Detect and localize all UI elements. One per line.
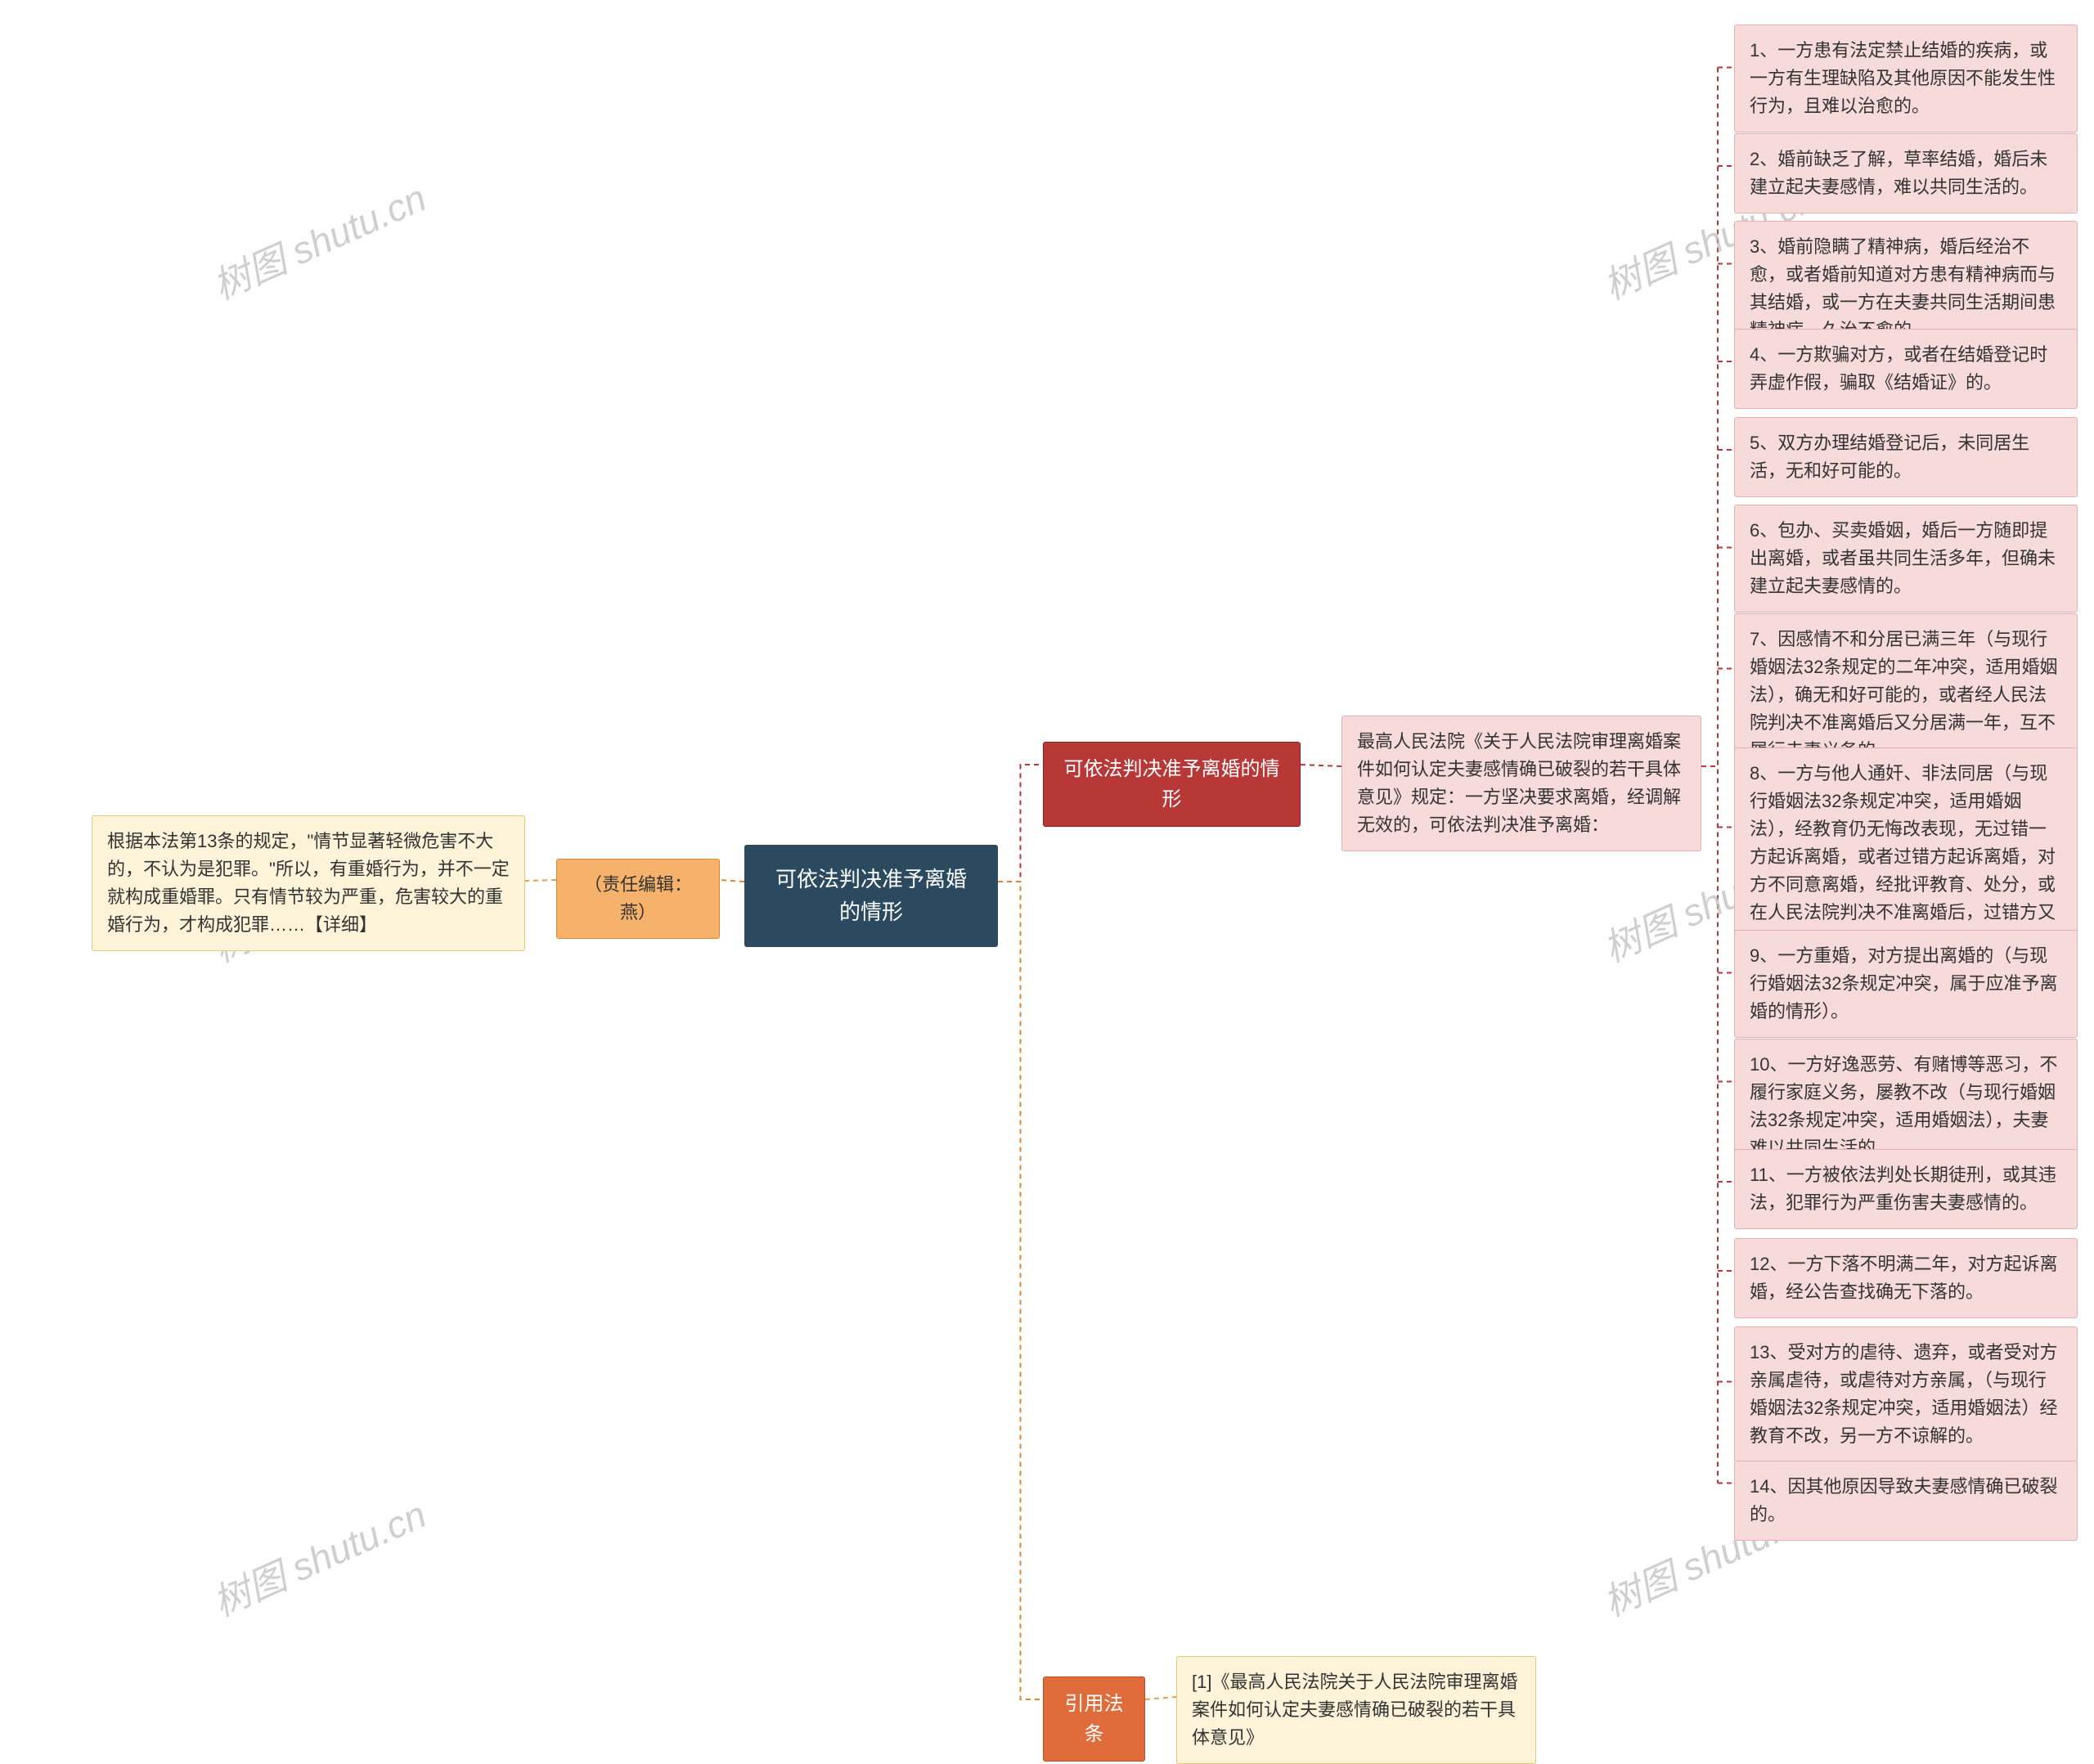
leaf-item-text: 11、一方被依法判处长期徒刑，或其违法，犯罪行为严重伤害夫妻感情的。 <box>1750 1165 2056 1213</box>
leaf-item-4: 4、一方欺骗对方，或者在结婚登记时弄虚作假，骗取《结婚证》的。 <box>1734 329 2078 409</box>
leaf-item-text: 4、一方欺骗对方，或者在结婚登记时弄虚作假，骗取《结婚证》的。 <box>1750 344 2047 393</box>
leaf-item-text: 7、因感情不和分居已满三年（与现行婚姻法32条规定的二年冲突，适用婚姻法），确无… <box>1750 629 2057 761</box>
leaf-item-text: 1、一方患有法定禁止结婚的疾病，或一方有生理缺陷及其他原因不能发生性行为，且难以… <box>1750 40 2056 116</box>
branch-b: 引用法条 <box>1043 1676 1145 1762</box>
leaf-item-text: 2、婚前缺乏了解，草率结婚，婚后未建立起夫妻感情，难以共同生活的。 <box>1750 149 2047 197</box>
watermark: 树图 shutu.cn <box>204 168 434 311</box>
leaf-item-text: 12、一方下落不明满二年，对方起诉离婚，经公告查找确无下落的。 <box>1750 1254 2057 1302</box>
leaf-item-14: 14、因其他原因导致夫妻感情确已破裂的。 <box>1734 1461 2078 1541</box>
branch-a: 可依法判决准予离婚的情形 <box>1043 742 1301 827</box>
leaf-item-2: 2、婚前缺乏了解，草率结婚，婚后未建立起夫妻感情，难以共同生活的。 <box>1734 133 2078 213</box>
left-node-law13: 根据本法第13条的规定，"情节显著轻微危害不大的，不认为是犯罪。"所以，有重婚行… <box>92 815 525 951</box>
branch-b-label: 引用法条 <box>1065 1693 1124 1745</box>
leaf-item-1: 1、一方患有法定禁止结婚的疾病，或一方有生理缺陷及其他原因不能发生性行为，且难以… <box>1734 25 2078 132</box>
left-node-editor: （责任编辑：燕） <box>556 859 720 939</box>
root-node: 可依法判决准予离婚的情形 <box>744 845 998 947</box>
branch-a-label: 可依法判决准予离婚的情形 <box>1064 758 1280 810</box>
leaf-item-5: 5、双方办理结婚登记后，未同居生活，无和好可能的。 <box>1734 417 2078 497</box>
branch-a-desc-text: 最高人民法院《关于人民法院审理离婚案件如何认定夫妻感情确已破裂的若干具体意见》规… <box>1357 731 1681 835</box>
leaf-item-6: 6、包办、买卖婚姻，婚后一方随即提出离婚，或者虽共同生活多年，但确未建立起夫妻感… <box>1734 505 2078 613</box>
left-node-law13-text: 根据本法第13条的规定，"情节显著轻微危害不大的，不认为是犯罪。"所以，有重婚行… <box>107 831 510 935</box>
leaf-item-text: 13、受对方的虐待、遗弃，或者受对方亲属虐待，或虐待对方亲属，（与现行婚姻法32… <box>1750 1342 2057 1446</box>
leaf-item-text: 6、包办、买卖婚姻，婚后一方随即提出离婚，或者虽共同生活多年，但确未建立起夫妻感… <box>1750 520 2056 596</box>
branch-b-desc: [1]《最高人民法院关于人民法院审理离婚案件如何认定夫妻感情确已破裂的若干具体意… <box>1176 1656 1536 1764</box>
branch-a-desc: 最高人民法院《关于人民法院审理离婚案件如何认定夫妻感情确已破裂的若干具体意见》规… <box>1341 716 1701 851</box>
leaf-item-text: 10、一方好逸恶劳、有赌博等恶习，不履行家庭义务，屡教不改（与现行婚姻法32条规… <box>1750 1054 2057 1158</box>
root-label: 可依法判决准予离婚的情形 <box>775 867 967 924</box>
leaf-item-11: 11、一方被依法判处长期徒刑，或其违法，犯罪行为严重伤害夫妻感情的。 <box>1734 1149 2078 1229</box>
leaf-item-text: 14、因其他原因导致夫妻感情确已破裂的。 <box>1750 1476 2057 1524</box>
leaf-item-12: 12、一方下落不明满二年，对方起诉离婚，经公告查找确无下落的。 <box>1734 1238 2078 1318</box>
leaf-item-text: 8、一方与他人通奸、非法同居（与现行婚姻法32条规定冲突，适用婚姻法），经教育仍… <box>1750 763 2056 951</box>
leaf-item-text: 5、双方办理结婚登记后，未同居生活，无和好可能的。 <box>1750 433 2029 481</box>
left-node-editor-label: （责任编辑：燕） <box>584 874 692 922</box>
leaf-item-9: 9、一方重婚，对方提出离婚的（与现行婚姻法32条规定冲突，属于应准予离婚的情形）… <box>1734 930 2078 1038</box>
leaf-item-text: 3、婚前隐瞒了精神病，婚后经治不愈，或者婚前知道对方患有精神病而与其结婚，或一方… <box>1750 236 2056 340</box>
branch-b-desc-text: [1]《最高人民法院关于人民法院审理离婚案件如何认定夫妻感情确已破裂的若干具体意… <box>1192 1672 1517 1748</box>
leaf-item-13: 13、受对方的虐待、遗弃，或者受对方亲属虐待，或虐待对方亲属，（与现行婚姻法32… <box>1734 1326 2078 1462</box>
watermark: 树图 shutu.cn <box>204 1485 434 1627</box>
leaf-item-text: 9、一方重婚，对方提出离婚的（与现行婚姻法32条规定冲突，属于应准予离婚的情形）… <box>1750 945 2057 1021</box>
